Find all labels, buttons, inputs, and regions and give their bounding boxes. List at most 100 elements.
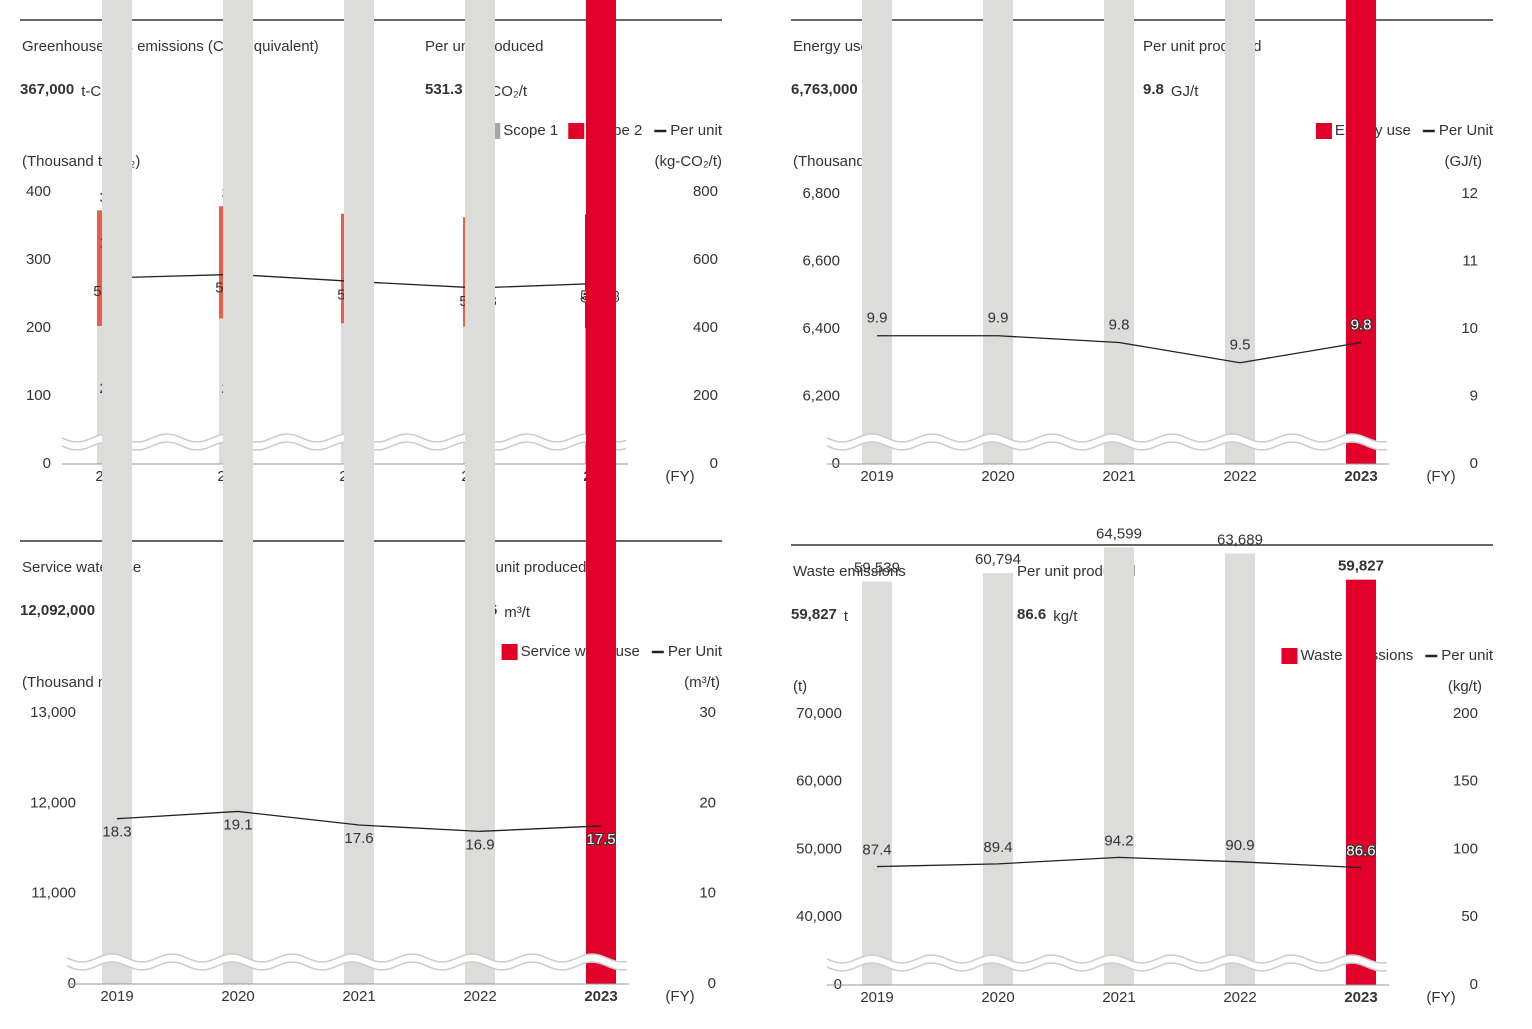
tick-label: 10 [1461, 320, 1478, 337]
tick-label: 11,000 [31, 885, 76, 902]
x-tick-label: 2019 [100, 988, 133, 1005]
tick-label: 0 [710, 455, 718, 472]
tick-label: 0 [834, 976, 842, 993]
headline-value: 86.6 [1017, 606, 1046, 623]
axis-break-line [826, 954, 1388, 964]
x-tick-label: 2020 [981, 468, 1014, 485]
value-label: 63,689 [1217, 531, 1263, 548]
tick-label: 0 [1470, 455, 1478, 472]
x-tick-label: 2023 [1344, 989, 1377, 1006]
headline-value: 59,827 [791, 606, 837, 623]
tick-label: 9 [1470, 387, 1478, 404]
tick-label: 6,400 [802, 320, 840, 337]
panel-title: Greenhouse gas emissions (CO₂ equivalent… [22, 38, 319, 55]
legend-swatch [1315, 123, 1332, 139]
per-unit-line [116, 810, 602, 832]
x-tick-label: 2021 [342, 988, 375, 1005]
line-label: 9.8 [1109, 316, 1130, 333]
headline-value: 367,000 [20, 81, 74, 98]
line-label: 17.5 [586, 831, 615, 848]
x-axis-label: (FY) [665, 988, 694, 1005]
line-label: 17.6 [344, 830, 373, 847]
line-label: 19.1 [223, 816, 252, 833]
tick-label: 400 [693, 319, 718, 336]
bar [586, 0, 616, 984]
bar [1104, 547, 1134, 985]
tick-label: 100 [26, 387, 51, 404]
bar [1225, 0, 1255, 465]
legend-label: Per unit [1441, 647, 1494, 664]
tick-label: 50,000 [796, 840, 842, 857]
tick-label: 20 [699, 794, 716, 811]
axis-break-line [826, 962, 1388, 972]
x-tick-label: 2020 [981, 989, 1014, 1006]
line-label: 9.9 [988, 310, 1009, 327]
x-tick-label: 2022 [1223, 468, 1256, 485]
tick-label: 13,000 [30, 704, 76, 721]
line-label: 16.9 [465, 836, 494, 853]
tick-label: 11 [1462, 252, 1478, 269]
line-label: 87.4 [862, 842, 891, 859]
line-label: 9.9 [867, 310, 888, 327]
tick-label: 6,800 [802, 185, 840, 202]
tick-label: 300 [26, 251, 51, 268]
headline-value: 531.3 [425, 81, 463, 98]
tick-label: 150 [1453, 773, 1478, 790]
tick-label: 12 [1461, 185, 1478, 202]
tick-label: 40,000 [796, 908, 842, 925]
x-tick-label: 2020 [221, 988, 254, 1005]
headline-value: 12,092,000 [20, 602, 95, 619]
tick-label: 200 [1453, 705, 1478, 722]
bar [1225, 553, 1255, 985]
y2-axis-label: (GJ/t) [1445, 153, 1483, 170]
bar [102, 0, 132, 984]
value-label: 59,539 [854, 560, 900, 577]
value-label: 59,827 [1338, 558, 1384, 575]
x-tick-label: 2022 [1223, 989, 1256, 1006]
x-tick-label: 2021 [1102, 989, 1135, 1006]
tick-label: 400 [26, 183, 51, 200]
line-label: 90.9 [1225, 837, 1254, 854]
tick-label: 0 [708, 975, 716, 992]
tick-label: 0 [832, 455, 840, 472]
x-tick-label: 2022 [463, 988, 496, 1005]
bar [223, 0, 253, 984]
per-unit-line [876, 856, 1362, 869]
tick-label: 800 [693, 183, 718, 200]
tick-label: 0 [43, 455, 51, 472]
tick-label: 200 [26, 319, 51, 336]
x-tick-label: 2019 [860, 989, 893, 1006]
y2-axis-label: (kg/t) [1448, 678, 1482, 695]
axis-break-line [826, 441, 1388, 451]
per-unit-title: Per unit produced [468, 559, 586, 576]
per-unit-line [877, 335, 1362, 364]
legend-label: Service water use [521, 643, 640, 660]
line-label: 9.5 [1230, 337, 1251, 354]
bar [465, 0, 495, 985]
panel-title: Energy use [793, 38, 869, 55]
bar [1346, 0, 1376, 464]
x-axis-label: (FY) [1426, 468, 1455, 485]
legend-label: Per Unit [668, 643, 723, 660]
tick-label: 6,600 [802, 252, 840, 269]
tick-label: 0 [68, 975, 76, 992]
panel-title: Waste emissions [793, 563, 906, 580]
bar [1104, 0, 1134, 464]
tick-label: 30 [699, 704, 716, 721]
bar [983, 0, 1013, 464]
tick-label: 200 [693, 387, 718, 404]
axis-break-line [826, 433, 1388, 443]
tick-label: 50 [1461, 908, 1478, 925]
line-label: 94.2 [1104, 832, 1133, 849]
headline-unit: kg/t [1053, 608, 1078, 625]
line-label: 86.6 [1346, 843, 1375, 860]
tick-label: 6,200 [802, 387, 840, 404]
y2-axis-label: (kg-CO₂/t) [655, 153, 723, 170]
line-label: 89.4 [983, 839, 1012, 856]
y2-axis-label: (m³/t) [684, 674, 720, 691]
x-axis-label: (FY) [665, 468, 694, 485]
value-label: 64,599 [1096, 525, 1142, 542]
bar [862, 581, 892, 985]
tick-label: 60,000 [796, 773, 842, 790]
x-tick-label: 2019 [860, 468, 893, 485]
